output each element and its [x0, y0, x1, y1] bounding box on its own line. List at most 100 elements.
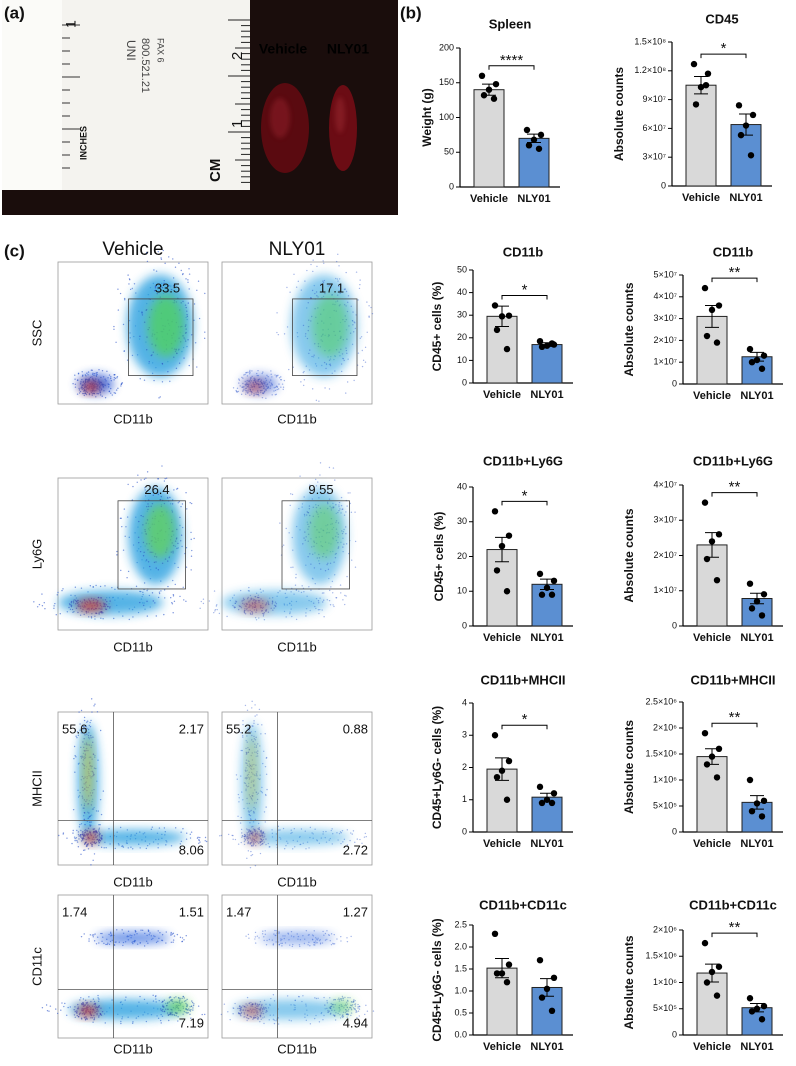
- density-dot: [333, 561, 335, 563]
- density-dot: [258, 828, 261, 831]
- density-dot: [81, 831, 84, 833]
- density-dot: [346, 352, 348, 355]
- density-dot: [326, 501, 329, 504]
- density-dot: [114, 377, 117, 380]
- x-tick-label: Vehicle: [483, 838, 521, 850]
- density-dot: [265, 806, 267, 808]
- density-dot: [327, 1011, 330, 1013]
- density-dot: [157, 569, 160, 571]
- density-dot: [277, 825, 279, 828]
- density-dot: [142, 515, 144, 518]
- density-dot: [250, 850, 252, 853]
- density-dot: [309, 826, 312, 829]
- density-dot: [172, 612, 174, 614]
- x-tick-label: Vehicle: [483, 632, 521, 644]
- density-dot: [249, 370, 251, 373]
- density-dot: [142, 591, 144, 594]
- density-dot: [175, 996, 177, 998]
- density-dot: [128, 618, 130, 621]
- density-dot: [204, 836, 207, 839]
- density-dot: [74, 771, 76, 773]
- density-dot: [326, 930, 328, 932]
- density-dot: [214, 608, 217, 611]
- density-dot: [259, 1016, 262, 1018]
- density-dot: [90, 735, 92, 737]
- density-dot: [240, 732, 242, 734]
- density-dot: [156, 292, 158, 295]
- density-dot: [78, 826, 81, 828]
- density-dot: [295, 618, 298, 621]
- density-dot: [247, 392, 249, 394]
- density-dot: [334, 370, 336, 372]
- density-dot: [259, 588, 262, 590]
- density-dot: [302, 371, 304, 374]
- density-dot: [173, 600, 176, 603]
- x-axis-label: CD11b: [113, 874, 153, 889]
- density-dot: [162, 249, 164, 252]
- density-dot: [213, 590, 216, 592]
- density-dot: [108, 943, 111, 946]
- density-dot: [72, 808, 75, 811]
- density-dot: [250, 854, 252, 857]
- density-dot: [329, 562, 332, 564]
- density-dot: [262, 615, 265, 617]
- density-dot: [354, 1005, 357, 1007]
- density-dot: [262, 762, 264, 765]
- density-dot: [342, 997, 344, 999]
- density-dot: [98, 369, 100, 371]
- density-dot: [193, 319, 195, 322]
- density-dot: [266, 383, 269, 385]
- density-dot: [259, 830, 261, 832]
- density-dot: [74, 386, 77, 388]
- density-dot: [176, 528, 178, 531]
- density-dot: [252, 843, 254, 845]
- density-dot: [170, 934, 172, 936]
- density-dot: [84, 823, 86, 826]
- density-dot: [147, 549, 149, 551]
- density-dot: [309, 553, 311, 555]
- density-dot: [66, 611, 69, 613]
- density-dot: [238, 797, 240, 799]
- density-dot: [251, 611, 254, 613]
- density-dot: [326, 599, 328, 601]
- density-dot: [95, 396, 97, 398]
- density-dot: [186, 508, 188, 510]
- density-dot: [75, 600, 78, 603]
- density-dot: [346, 338, 348, 340]
- density-dot: [99, 1013, 102, 1015]
- y-axis-label: CD45+Ly6G- cells (%): [430, 918, 444, 1041]
- density-dot: [178, 262, 180, 264]
- density-dot: [185, 838, 188, 840]
- density-dot: [307, 523, 309, 525]
- density-dot: [104, 585, 106, 587]
- y-tick-label: 0: [672, 620, 677, 630]
- density-dot: [234, 1002, 236, 1005]
- density-dot: [349, 492, 351, 494]
- density-dot: [256, 1017, 259, 1020]
- density-dot: [90, 617, 93, 619]
- density-dot: [193, 1003, 195, 1005]
- density-dot: [162, 1005, 164, 1008]
- density-dot: [339, 284, 342, 286]
- density-dot: [184, 325, 187, 328]
- flow-plots: SSCCD11b33.5CD11b17.1Ly6GCD11b26.4CD11b9…: [29, 249, 375, 1056]
- density-dot: [245, 836, 248, 838]
- density-dot: [145, 252, 148, 254]
- density-dot: [340, 998, 342, 1000]
- density-dot: [80, 935, 83, 938]
- y-tick-label: 50: [457, 264, 467, 274]
- data-point: [548, 340, 556, 347]
- density-dot: [240, 841, 242, 844]
- density-dot: [245, 762, 247, 764]
- density-dot: [180, 831, 182, 833]
- density-dot: [98, 1015, 100, 1017]
- density-dot: [342, 997, 345, 999]
- density-dot: [152, 351, 155, 353]
- y-tick-label: 1.0: [454, 985, 467, 995]
- density-dot: [243, 833, 246, 836]
- density-dot: [77, 1006, 79, 1008]
- density-dot: [82, 1003, 84, 1005]
- significance-bracket: [488, 65, 535, 70]
- density-dot: [265, 794, 267, 797]
- density-dot: [364, 346, 367, 349]
